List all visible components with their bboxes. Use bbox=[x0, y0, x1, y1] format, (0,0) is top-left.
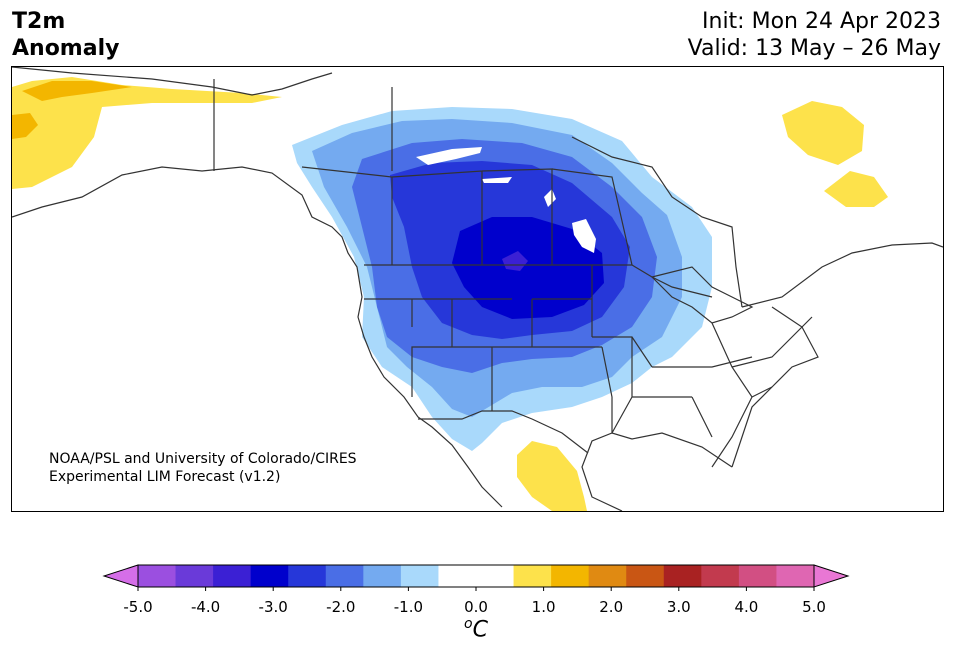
state-borders-west bbox=[364, 265, 602, 411]
colorbar-tick-label: 1.0 bbox=[531, 598, 556, 616]
colorbar-cell bbox=[250, 565, 289, 587]
valid-date: Valid: 13 May – 26 May bbox=[687, 36, 941, 61]
colorbar-cell bbox=[738, 565, 777, 587]
lake-athabasca bbox=[416, 147, 482, 165]
colorbar-cell bbox=[776, 565, 815, 587]
colorbar-tick-label: -3.0 bbox=[258, 598, 288, 616]
cold-anomaly-regions bbox=[292, 107, 712, 451]
colorbar-cell bbox=[663, 565, 702, 587]
colorbar-outline bbox=[137, 564, 815, 588]
lake-winnipeg bbox=[572, 219, 596, 253]
colorbar-cell bbox=[626, 565, 665, 587]
colorbar-tick-label: -5.0 bbox=[123, 598, 153, 616]
colorbar-tick-label: -2.0 bbox=[326, 598, 356, 616]
labrador-warm-region bbox=[782, 101, 864, 165]
cold-contour-6 bbox=[502, 251, 528, 271]
great-lakes-outline bbox=[650, 266, 754, 324]
anomaly-map bbox=[12, 67, 943, 511]
colorbar-tick-label: 3.0 bbox=[666, 598, 691, 616]
colorbar-tick-label: 0.0 bbox=[464, 598, 488, 616]
map-title: T2m Anomaly bbox=[12, 8, 119, 62]
lakes bbox=[416, 147, 596, 253]
unit-letter: C bbox=[472, 617, 488, 643]
state-borders-east bbox=[711, 316, 813, 468]
mexico-warm-region bbox=[517, 441, 587, 511]
colorbar-cell bbox=[701, 565, 740, 587]
colorbar-ticks bbox=[137, 587, 815, 591]
alaska-warm-core bbox=[12, 81, 132, 139]
colorbar-cell bbox=[551, 565, 590, 587]
gulf-coastline bbox=[581, 432, 733, 511]
cold-contour-5 bbox=[452, 217, 604, 319]
coastlines-and-borders bbox=[12, 67, 943, 511]
unit-superscript: o bbox=[464, 616, 473, 632]
state-borders-central bbox=[592, 336, 753, 438]
colorbar-tick-label: -4.0 bbox=[190, 598, 221, 616]
hudson-bay-coast bbox=[571, 136, 743, 308]
colorbar-cell bbox=[438, 565, 477, 587]
colorbar-cell bbox=[213, 565, 252, 587]
colorbar-cell bbox=[175, 565, 214, 587]
great-slave-lake bbox=[482, 177, 512, 183]
pacific-coastline bbox=[12, 166, 503, 508]
title-line-2: Anomaly bbox=[12, 36, 120, 61]
colorbar-cell bbox=[138, 565, 177, 587]
colorbar-unit: oC bbox=[464, 616, 488, 642]
newfoundland-warm-region bbox=[824, 171, 888, 207]
title-line-1: T2m bbox=[12, 9, 66, 34]
colorbar-tick-label: 4.0 bbox=[734, 598, 759, 616]
us-mexico-border bbox=[418, 410, 589, 454]
map-panel bbox=[11, 66, 944, 512]
colorbar-tick-label: 2.0 bbox=[599, 598, 624, 616]
forecast-dates: Init: Mon 24 Apr 2023 Valid: 13 May – 26… bbox=[688, 8, 941, 62]
lake-winnipegosis bbox=[544, 189, 556, 207]
province-borders bbox=[301, 87, 633, 266]
colorbar-min-arrow bbox=[102, 564, 139, 588]
arctic-coastline bbox=[12, 67, 333, 96]
credit-line-1: NOAA/PSL and University of Colorado/CIRE… bbox=[49, 451, 357, 467]
colorbar-tick-label: 5.0 bbox=[802, 598, 826, 616]
colorbar-max-arrow bbox=[813, 564, 850, 588]
forecast-credit: NOAA/PSL and University of Colorado/CIRE… bbox=[49, 450, 357, 486]
colorbar-cells bbox=[138, 565, 815, 587]
alaska-warm-region bbox=[12, 77, 282, 189]
atlantic-coastline bbox=[731, 242, 943, 468]
colorbar-cell bbox=[325, 565, 364, 587]
colorbar-cell bbox=[476, 565, 515, 587]
init-date: Init: Mon 24 Apr 2023 bbox=[702, 9, 941, 34]
credit-line-2: Experimental LIM Forecast (v1.2) bbox=[49, 469, 281, 485]
colorbar-cell bbox=[513, 565, 552, 587]
colorbar-cell bbox=[588, 565, 627, 587]
colorbar-cell bbox=[400, 565, 439, 587]
colorbar-cell bbox=[288, 565, 327, 587]
warm-anomaly-regions bbox=[12, 77, 888, 511]
colorbar-cell bbox=[363, 565, 402, 587]
colorbar-tick-label: -1.0 bbox=[393, 598, 424, 616]
